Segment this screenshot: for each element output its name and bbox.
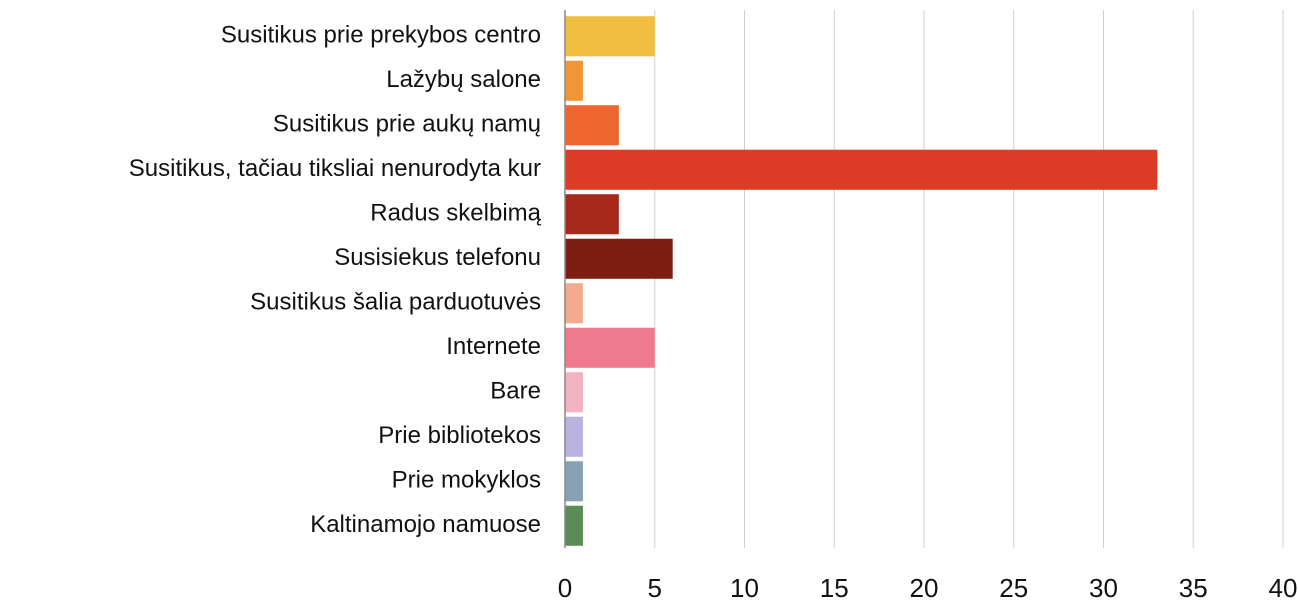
y-tick-label: Internete bbox=[446, 333, 541, 360]
bar bbox=[565, 283, 583, 324]
y-tick-label: Susitikus, tačiau tiksliai nenurodyta ku… bbox=[129, 155, 541, 182]
x-tick-label: 35 bbox=[1179, 573, 1208, 603]
y-tick-label: Prie mokyklos bbox=[392, 467, 541, 494]
y-tick-label: Kaltinamojo namuose bbox=[310, 511, 541, 538]
bar bbox=[565, 149, 1158, 190]
x-tick-label: 20 bbox=[910, 573, 939, 603]
bar bbox=[565, 194, 619, 235]
x-tick-label: 40 bbox=[1269, 573, 1298, 603]
bar bbox=[565, 105, 619, 146]
x-tick-label: 5 bbox=[648, 573, 662, 603]
x-tick-label: 30 bbox=[1089, 573, 1118, 603]
bar bbox=[565, 416, 583, 457]
y-tick-label: Susitikus šalia parduotuvės bbox=[250, 289, 541, 316]
y-tick-label: Susisiekus telefonu bbox=[334, 244, 541, 271]
y-tick-label: Bare bbox=[490, 378, 541, 405]
y-tick-label: Radus skelbimą bbox=[370, 200, 541, 227]
bar bbox=[565, 238, 673, 279]
bar bbox=[565, 461, 583, 502]
y-tick-label: Susitikus prie prekybos centro bbox=[221, 22, 541, 49]
y-tick-label: Susitikus prie aukų namų bbox=[273, 111, 541, 138]
bar bbox=[565, 372, 583, 413]
bar bbox=[565, 327, 655, 368]
x-tick-label: 25 bbox=[999, 573, 1028, 603]
bar bbox=[565, 16, 655, 57]
bar bbox=[565, 505, 583, 546]
x-tick-label: 10 bbox=[730, 573, 759, 603]
x-tick-label: 15 bbox=[820, 573, 849, 603]
x-tick-label: 0 bbox=[558, 573, 572, 603]
y-tick-label: Lažybų salone bbox=[386, 66, 541, 93]
bar bbox=[565, 60, 583, 101]
y-tick-label: Prie bibliotekos bbox=[378, 422, 541, 449]
